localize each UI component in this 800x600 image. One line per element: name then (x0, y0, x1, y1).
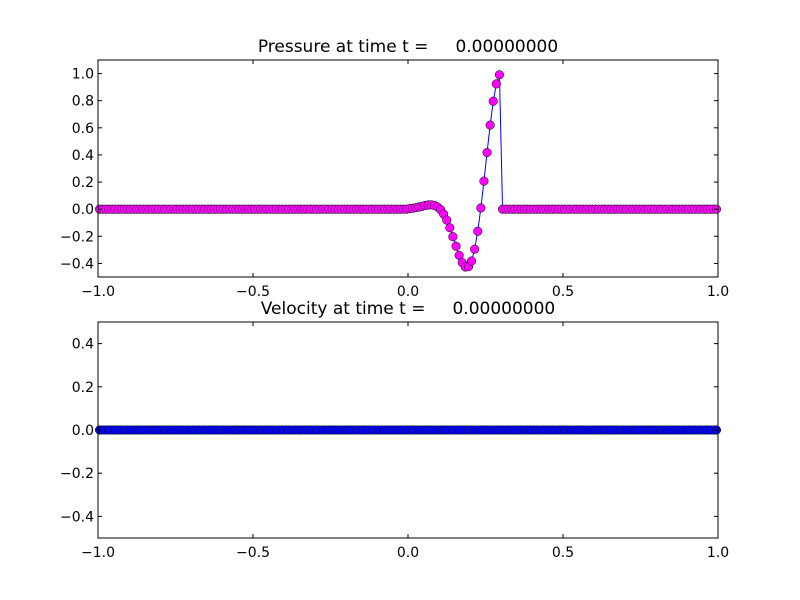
x-tick-label: −1.0 (81, 545, 115, 561)
data-marker (467, 256, 477, 266)
data-marker (451, 241, 461, 251)
x-tick-label: −1.0 (81, 284, 115, 300)
x-tick-label: 0.5 (552, 545, 574, 561)
x-tick-label: 0.0 (397, 284, 419, 300)
plot-background (98, 60, 718, 277)
data-marker (445, 223, 455, 233)
y-tick-label: 0.4 (72, 337, 94, 353)
y-tick-label: 1.0 (72, 67, 94, 83)
x-tick-label: 1.0 (707, 545, 729, 561)
chart-title: Pressure at time t = 0.00000000 (258, 37, 558, 57)
y-tick-label: 0.2 (72, 380, 94, 396)
x-tick-label: 1.0 (707, 284, 729, 300)
y-tick-label: 0.2 (72, 175, 94, 191)
data-marker (488, 96, 498, 106)
x-tick-label: 0.5 (552, 284, 574, 300)
data-marker (482, 147, 492, 158)
data-marker (494, 70, 505, 80)
y-tick-label: 0.8 (72, 94, 94, 110)
y-tick-label: 0.6 (72, 121, 94, 137)
data-marker (442, 215, 452, 225)
data-marker (479, 176, 489, 186)
x-tick-label: −0.5 (236, 284, 270, 300)
data-marker (491, 79, 501, 89)
y-tick-label: −0.2 (60, 229, 94, 245)
y-tick-label: −0.2 (60, 466, 94, 482)
y-tick-label: 0.0 (72, 202, 94, 218)
y-tick-label: 0.0 (72, 423, 94, 439)
x-tick-label: 0.0 (397, 545, 419, 561)
data-marker (473, 226, 483, 236)
data-marker (448, 232, 458, 242)
chart-title: Velocity at time t = 0.00000000 (261, 299, 555, 319)
data-marker (470, 244, 480, 254)
data-marker (485, 120, 495, 130)
data-marker (476, 203, 486, 213)
x-tick-label: −0.5 (236, 545, 270, 561)
y-tick-label: 0.4 (72, 148, 94, 164)
y-tick-label: −0.4 (60, 256, 94, 272)
y-tick-label: −0.4 (60, 509, 94, 525)
